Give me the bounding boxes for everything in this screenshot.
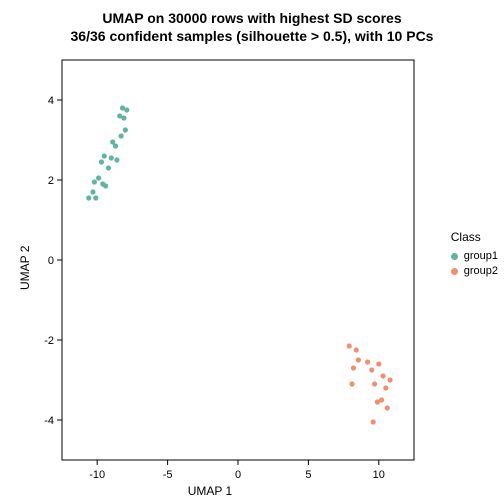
panel-border bbox=[62, 60, 414, 460]
x-tick-label: 10 bbox=[373, 469, 385, 481]
scatter-point-group2 bbox=[347, 343, 352, 348]
scatter-point-group2 bbox=[351, 365, 356, 370]
scatter-point-group2 bbox=[375, 399, 380, 404]
scatter-point-group2 bbox=[369, 367, 374, 372]
scatter-point-group1 bbox=[102, 153, 107, 158]
plot-svg: -10 -5 0 5 10 -4 -2 0 2 4 bbox=[0, 0, 504, 504]
scatter-point-group2 bbox=[354, 347, 359, 352]
scatter-point-group1 bbox=[103, 183, 108, 188]
scatter-point-group1 bbox=[120, 105, 125, 110]
scatter-point-group1 bbox=[86, 195, 91, 200]
scatter-point-group1 bbox=[93, 195, 98, 200]
scatter-point-group1 bbox=[92, 179, 97, 184]
y-tick-label: -4 bbox=[44, 415, 54, 427]
x-tick-label: 0 bbox=[235, 469, 241, 481]
x-tick-label: -10 bbox=[89, 469, 105, 481]
scatter-point-group1 bbox=[117, 113, 122, 118]
scatter-point-group1 bbox=[96, 175, 101, 180]
x-tick-label: -5 bbox=[163, 469, 173, 481]
scatter-point-group1 bbox=[123, 127, 128, 132]
scatter-point-group1 bbox=[99, 159, 104, 164]
scatter-point-group2 bbox=[383, 385, 388, 390]
scatter-point-group2 bbox=[385, 405, 390, 410]
scatter-point-group2 bbox=[387, 377, 392, 382]
scatter-point-group1 bbox=[109, 155, 114, 160]
scatter-point-group2 bbox=[371, 419, 376, 424]
scatter-point-group2 bbox=[349, 381, 354, 386]
y-tick-label: 2 bbox=[48, 175, 54, 187]
scatter-point-group1 bbox=[90, 189, 95, 194]
scatter-point-group2 bbox=[372, 381, 377, 386]
umap-scatter-chart: UMAP on 30000 rows with highest SD score… bbox=[0, 0, 504, 504]
scatter-point-group1 bbox=[119, 133, 124, 138]
x-tick-label: 5 bbox=[305, 469, 311, 481]
scatter-point-group1 bbox=[106, 165, 111, 170]
y-tick-label: 4 bbox=[48, 95, 54, 107]
y-tick-label: -2 bbox=[44, 335, 54, 347]
scatter-point-group1 bbox=[113, 143, 118, 148]
scatter-point-group2 bbox=[380, 373, 385, 378]
y-tick-label: 0 bbox=[48, 255, 54, 267]
scatter-point-group1 bbox=[114, 157, 119, 162]
scatter-point-group2 bbox=[356, 357, 361, 362]
scatter-point-group2 bbox=[365, 359, 370, 364]
scatter-point-group2 bbox=[376, 361, 381, 366]
